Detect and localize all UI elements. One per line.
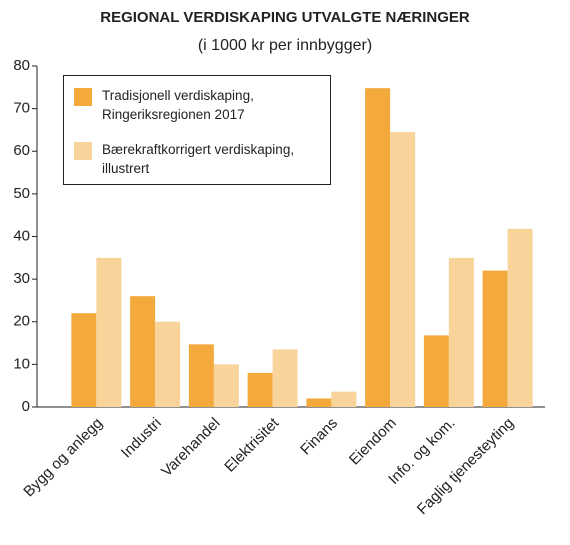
bar [331,391,357,407]
bar [448,257,474,407]
x-tick-label: Bygg og anlegg [20,415,106,501]
y-tick-label: 40 [13,227,30,244]
bar [272,349,298,407]
y-tick-label: 0 [22,398,30,415]
y-tick-label: 20 [13,313,30,330]
chart-title: REGIONAL VERDISKAPING UTVALGTE NÆRINGER [100,9,470,26]
bar [188,344,214,407]
bar [306,398,332,407]
bar [71,313,97,407]
x-tick-label: Elektrisitet [221,414,283,476]
legend: Tradisjonell verdiskaping, Ringeriksregi… [63,75,331,185]
x-tick-label: Industri [118,415,165,462]
bar [390,132,416,407]
legend-label: Tradisjonell verdiskaping, Ringeriksregi… [102,88,254,122]
bar [482,270,508,407]
bar [130,296,156,407]
y-tick-label: 70 [13,100,30,117]
y-tick-label: 30 [13,270,30,287]
legend-swatch [74,88,92,106]
y-tick-label: 80 [13,57,30,74]
chart-subtitle: (i 1000 kr per innbygger) [198,37,372,54]
legend-label: Bærekraftkorrigert verdiskaping, illustr… [102,142,295,176]
bar [507,228,533,407]
x-tick-label: Varehandel [158,415,223,480]
bar [247,372,273,407]
y-tick-label: 10 [13,355,30,372]
bar [213,364,239,407]
x-tick-label: Finans [297,415,341,459]
x-tick-label: Faglig tjenesteyting [414,415,517,518]
legend-swatch [74,142,92,160]
y-tick-label: 60 [13,142,30,159]
bar [365,88,391,407]
bar [423,335,449,407]
bar [155,321,181,407]
x-tick-label: Eiendom [346,415,400,469]
bar [96,257,122,407]
y-tick-label: 50 [13,185,30,202]
